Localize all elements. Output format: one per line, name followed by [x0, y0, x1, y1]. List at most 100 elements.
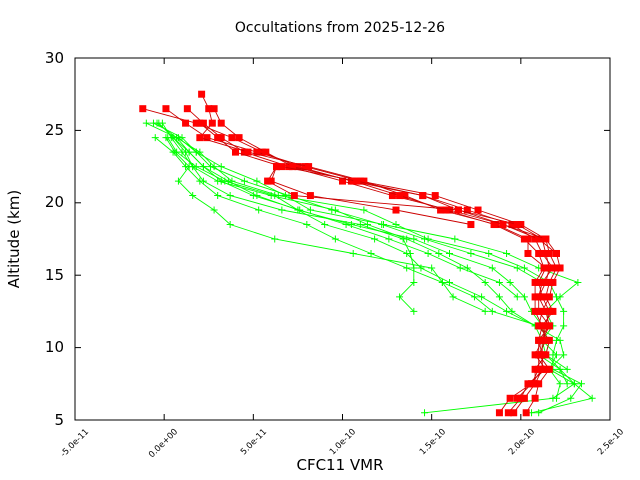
series-line [199, 93, 550, 414]
data-point-square [508, 221, 516, 229]
data-point-square [463, 206, 471, 214]
series-green-10 [174, 134, 546, 286]
data-point-square [353, 177, 361, 185]
data-point-plus [249, 192, 257, 200]
data-point-square [553, 264, 560, 272]
data-point-square [510, 409, 518, 417]
x-tick-label: 5.0e-11 [239, 427, 269, 457]
data-point-plus [399, 235, 407, 243]
x-tick-label: 2.5e-10 [596, 427, 626, 457]
tick-group [74, 57, 611, 421]
data-point-square [542, 278, 550, 286]
data-point-plus [503, 249, 511, 257]
data-point-square [545, 322, 553, 330]
data-point-square [273, 163, 281, 171]
data-point-square [454, 206, 462, 214]
data-point-square [183, 105, 191, 113]
data-point-plus [331, 235, 339, 243]
data-point-plus [560, 351, 568, 359]
data-point-square [535, 380, 543, 388]
data-point-plus [424, 249, 432, 257]
data-point-plus [189, 192, 197, 200]
data-point-plus [535, 409, 543, 417]
data-point-plus [403, 264, 411, 272]
data-point-plus [495, 278, 503, 286]
data-point-plus [563, 380, 571, 388]
data-point-plus [406, 249, 414, 257]
series-line [178, 137, 543, 283]
y-tick-label: 10 [45, 338, 64, 356]
data-point-square [289, 163, 297, 171]
data-point-plus [217, 177, 225, 185]
series-green-2 [149, 119, 596, 417]
data-point-square [198, 90, 206, 98]
data-point-square [535, 249, 543, 257]
y-axis-label: Altitude (km) [5, 190, 23, 288]
data-point-plus [192, 148, 200, 156]
data-point-square [553, 249, 560, 257]
data-point-square [535, 307, 543, 315]
data-point-square [517, 394, 525, 402]
series-line [142, 108, 554, 414]
series-line [172, 137, 518, 298]
data-point-square [531, 365, 539, 373]
data-point-square [538, 249, 546, 257]
data-point-square [446, 206, 453, 214]
data-point-square [349, 177, 357, 185]
data-point-plus [574, 278, 582, 286]
data-point-plus [271, 235, 279, 243]
data-point-square [531, 235, 539, 243]
data-point-square [196, 119, 204, 127]
data-point-square [531, 394, 539, 402]
data-point-plus [467, 249, 475, 257]
data-point-square [162, 105, 170, 113]
data-point-plus [174, 134, 182, 142]
series-group [139, 90, 596, 417]
data-point-square [240, 148, 248, 156]
data-point-plus [226, 221, 234, 229]
data-point-square [232, 148, 239, 156]
data-point-square [531, 307, 539, 315]
data-point-plus [199, 177, 207, 185]
data-point-plus [451, 235, 459, 243]
data-point-square [285, 163, 293, 171]
data-point-square [490, 221, 498, 229]
data-point-plus [428, 264, 436, 272]
data-point-plus [506, 278, 514, 286]
data-point-square [545, 307, 553, 315]
data-point-square [356, 177, 364, 185]
data-point-plus [449, 293, 457, 301]
data-point-square [545, 365, 553, 373]
data-point-square [258, 148, 266, 156]
data-point-square [531, 278, 539, 286]
data-point-square [535, 235, 543, 243]
data-point-square [513, 221, 521, 229]
data-point-plus [178, 148, 186, 156]
data-point-plus [342, 221, 350, 229]
data-point-square [208, 119, 216, 127]
data-point-square [419, 192, 427, 200]
data-point-plus [549, 351, 557, 359]
data-point-square [542, 249, 550, 257]
y-tick-label: 30 [45, 49, 64, 67]
data-point-plus [185, 148, 193, 156]
x-tick-label: 1.5e-10 [418, 427, 448, 457]
data-point-plus [255, 206, 263, 214]
data-point-plus [438, 278, 446, 286]
data-point-square [542, 307, 550, 315]
data-point-square [360, 177, 368, 185]
data-point-square [522, 409, 530, 417]
y-tick-label: 5 [54, 411, 64, 429]
data-point-plus [367, 249, 375, 257]
data-point-square [538, 351, 546, 359]
data-point-plus [210, 206, 218, 214]
data-point-square [531, 380, 539, 388]
data-point-square [542, 322, 550, 330]
data-point-square [549, 278, 557, 286]
data-point-square [531, 351, 539, 359]
data-point-plus [174, 177, 182, 185]
data-point-square [538, 322, 546, 330]
data-point-square [520, 235, 528, 243]
data-point-plus [371, 235, 379, 243]
data-point-plus [567, 394, 575, 402]
